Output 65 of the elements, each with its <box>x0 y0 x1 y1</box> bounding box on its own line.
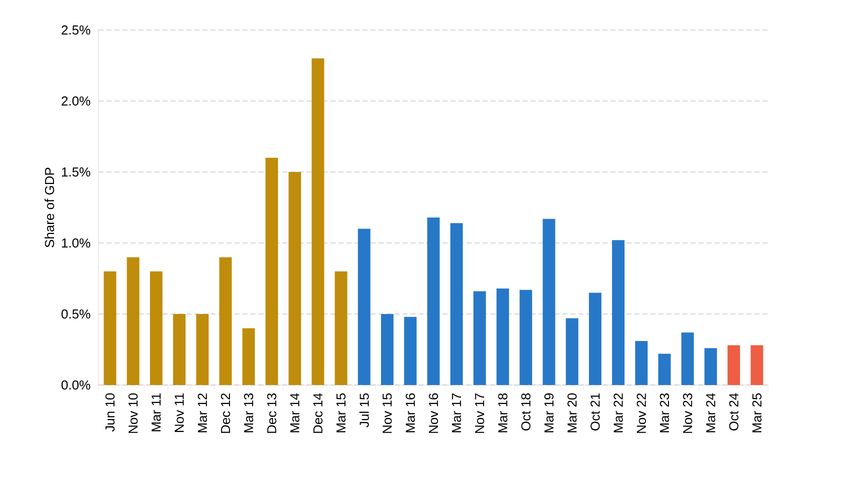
x-tick-label: Jul 15 <box>359 393 369 428</box>
bar <box>681 332 694 385</box>
bar <box>728 345 740 385</box>
bar <box>612 240 625 385</box>
bar <box>496 288 510 385</box>
y-axis-title: Share of GDP <box>44 168 54 248</box>
y-tick-label: 1.5% <box>62 167 90 177</box>
x-tick-label: Nov 22 <box>636 393 646 433</box>
x-tick-label: Nov 17 <box>475 393 484 433</box>
x-tick-label: Mar 16 <box>406 393 415 432</box>
x-tick-label: Mar 22 <box>614 393 623 432</box>
x-tick-label: Mar 11 <box>152 393 161 432</box>
bar <box>242 328 255 385</box>
bar <box>404 316 417 385</box>
x-tick-label: Oct 21 <box>590 393 600 430</box>
x-tick-label: Mar 23 <box>660 393 670 432</box>
bar <box>334 271 348 385</box>
bar <box>150 271 162 385</box>
bar <box>658 354 671 385</box>
x-tick-label: Jun 10 <box>105 393 115 432</box>
x-tick-label: Dec 13 <box>267 393 276 433</box>
bar <box>750 345 764 385</box>
x-tick-label: Mar 17 <box>452 393 462 432</box>
bar <box>635 340 648 385</box>
bar <box>126 257 140 385</box>
bar <box>104 271 116 385</box>
x-tick-label: Mar 15 <box>336 393 346 432</box>
y-tick-label: 0.5% <box>62 309 90 319</box>
x-tick-label: Mar 18 <box>498 393 508 432</box>
bar <box>427 217 440 385</box>
bar <box>473 291 486 385</box>
x-tick-label: Nov 11 <box>174 393 184 432</box>
bar <box>312 58 324 385</box>
x-tick-label: Mar 24 <box>706 393 716 432</box>
y-tick-label: 0.0% <box>62 380 90 390</box>
x-tick-label: Mar 25 <box>752 393 762 432</box>
x-tick-label: Dec 12 <box>220 393 230 433</box>
x-tick-label: Mar 20 <box>567 393 577 432</box>
y-tick-label: 2.5% <box>62 25 90 35</box>
bar <box>196 314 209 385</box>
x-tick-label: Nov 15 <box>382 393 392 433</box>
bar <box>566 318 578 385</box>
bar <box>520 290 532 385</box>
bar <box>450 223 463 385</box>
x-tick-label: Oct 18 <box>521 393 530 430</box>
bar <box>704 348 717 385</box>
x-tick-label: Mar 12 <box>198 393 208 432</box>
bar <box>358 228 370 385</box>
bar <box>173 314 186 385</box>
bar <box>542 218 556 385</box>
bar <box>588 292 602 385</box>
bar <box>380 314 394 385</box>
x-tick-label: Mar 14 <box>290 393 300 432</box>
bar <box>265 158 278 385</box>
bar <box>219 257 232 385</box>
x-tick-label: Mar 13 <box>244 393 254 432</box>
y-tick-label: 2.0% <box>62 96 90 106</box>
bar <box>288 172 302 385</box>
x-tick-label: Oct 24 <box>729 393 738 430</box>
x-tick-label: Nov 16 <box>428 393 438 433</box>
x-tick-label: Mar 19 <box>544 393 554 432</box>
x-tick-label: Nov 23 <box>682 393 692 433</box>
x-tick-label: Dec 14 <box>313 393 322 433</box>
x-tick-label: Nov 10 <box>128 393 138 433</box>
y-tick-label: 1.0% <box>62 238 90 248</box>
